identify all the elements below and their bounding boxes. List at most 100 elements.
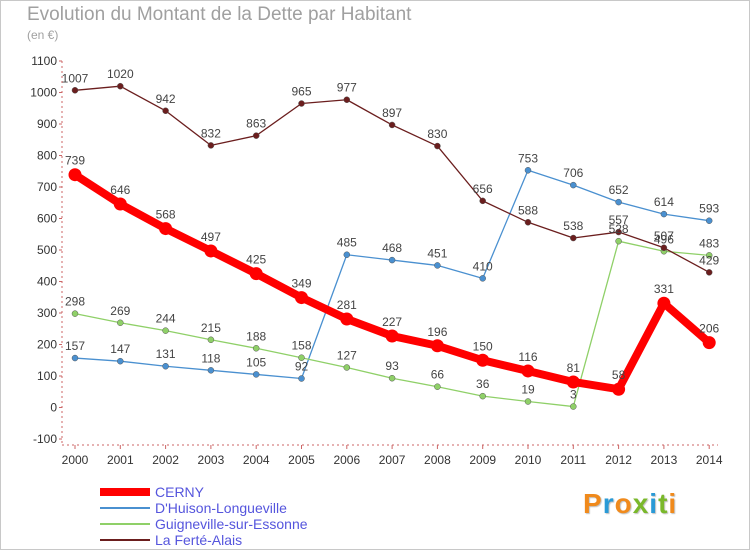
x-tick-label: 2004	[243, 453, 270, 467]
point-cerny	[476, 353, 490, 367]
point-la-ferte-alais	[252, 132, 260, 139]
data-label-d-huison-longueville: 92	[295, 360, 309, 374]
point-cerny	[68, 168, 82, 182]
x-tick-label: 2002	[152, 453, 179, 467]
data-label-guigneville-sur-essonne: 36	[476, 377, 490, 391]
point-cerny	[159, 222, 173, 236]
point-cerny	[566, 375, 580, 389]
data-label-d-huison-longueville: 157	[65, 339, 85, 353]
x-tick-label: 2014	[696, 453, 723, 467]
point-la-ferte-alais	[117, 82, 124, 90]
data-label-guigneville-sur-essonne: 66	[431, 368, 445, 382]
data-label-la-ferte-alais: 1007	[62, 71, 89, 85]
y-tick-label: 600	[37, 212, 57, 226]
point-d-huison-longueville	[434, 262, 441, 269]
legend-label-cerny: CERNY	[155, 484, 205, 500]
data-label-d-huison-longueville: 614	[654, 195, 674, 209]
data-label-guigneville-sur-essonne: 244	[156, 312, 176, 326]
data-label-la-ferte-alais: 832	[201, 126, 221, 140]
point-guigneville-sur-essonne	[434, 383, 441, 390]
data-label-cerny: 281	[337, 298, 357, 312]
x-tick-label: 2012	[605, 453, 632, 467]
point-la-ferte-alais	[705, 269, 713, 276]
data-label-guigneville-sur-essonne: 215	[201, 321, 221, 335]
logo-letter: P	[583, 488, 603, 519]
data-label-guigneville-sur-essonne: 269	[110, 304, 130, 318]
point-la-ferte-alais	[615, 228, 622, 236]
point-guigneville-sur-essonne	[117, 319, 124, 327]
data-label-la-ferte-alais: 830	[427, 127, 447, 141]
data-label-d-huison-longueville: 105	[246, 355, 266, 369]
x-tick-label: 2013	[651, 453, 678, 467]
y-tick-label: -100	[33, 432, 57, 446]
data-label-d-huison-longueville: 753	[518, 151, 538, 165]
data-label-la-ferte-alais: 977	[337, 81, 357, 95]
y-tick-label: 700	[37, 180, 57, 194]
series-guigneville-sur-essonne	[71, 237, 713, 410]
point-d-huison-longueville	[298, 375, 305, 382]
data-label-la-ferte-alais: 942	[156, 92, 176, 106]
point-d-huison-longueville	[570, 181, 577, 189]
point-la-ferte-alais	[434, 142, 441, 150]
point-cerny	[113, 197, 127, 211]
data-label-guigneville-sur-essonne: 93	[385, 359, 399, 373]
data-label-cerny: 425	[246, 253, 266, 267]
point-la-ferte-alais	[570, 234, 577, 242]
point-la-ferte-alais	[660, 244, 668, 252]
point-cerny	[249, 267, 263, 281]
point-cerny	[702, 336, 716, 350]
x-tick-label: 2000	[62, 453, 89, 467]
data-label-la-ferte-alais: 965	[291, 85, 311, 99]
legend-label-guigneville-sur-essonne: Guigneville-sur-Essonne	[155, 516, 308, 532]
point-d-huison-longueville	[162, 362, 169, 370]
data-label-cerny: 349	[291, 277, 311, 291]
x-tick-label: 2007	[379, 453, 406, 467]
y-tick-label: 200	[37, 338, 57, 352]
legend-swatch-guigneville-sur-essonne	[100, 523, 150, 525]
point-d-huison-longueville	[252, 371, 260, 378]
logo-letter: i	[649, 488, 659, 519]
x-tick-label: 2011	[560, 453, 586, 467]
y-tick-label: 1100	[31, 54, 57, 68]
data-label-d-huison-longueville: 468	[382, 241, 402, 255]
legend-label-d-huison-longueville: D'Huison-Longueville	[155, 500, 287, 516]
point-la-ferte-alais	[479, 197, 486, 205]
data-label-cerny: 150	[473, 339, 493, 353]
y-tick-label: 900	[37, 117, 57, 131]
point-guigneville-sur-essonne	[207, 336, 215, 344]
point-guigneville-sur-essonne	[615, 237, 622, 245]
proxiti-logo: Proxiti	[583, 488, 677, 520]
data-label-d-huison-longueville: 451	[427, 246, 447, 260]
chart-axes: -100 0 100 200 300 400 500 600 700 800 900 1000 1100…	[30, 54, 723, 467]
data-label-cerny: 331	[654, 282, 674, 296]
data-label-cerny: 58	[612, 368, 626, 382]
x-tick-label: 2010	[515, 453, 542, 467]
point-d-huison-longueville	[524, 167, 532, 174]
x-tick-label: 2006	[333, 453, 360, 467]
x-tick-label: 2005	[288, 453, 315, 467]
series-d-huison-longueville	[71, 167, 713, 382]
x-tick-label: 2009	[469, 453, 496, 467]
point-la-ferte-alais	[524, 219, 532, 226]
point-cerny	[430, 339, 444, 353]
point-guigneville-sur-essonne	[343, 364, 351, 371]
data-label-la-ferte-alais: 588	[518, 203, 538, 217]
point-guigneville-sur-essonne	[162, 327, 169, 334]
point-d-huison-longueville	[479, 275, 486, 282]
y-tick-label: 0	[50, 401, 57, 415]
point-d-huison-longueville	[705, 217, 713, 224]
x-tick-label: 2003	[198, 453, 225, 467]
point-cerny	[204, 244, 218, 258]
y-tick-label: 500	[37, 243, 57, 257]
point-la-ferte-alais	[298, 100, 305, 107]
data-label-d-huison-longueville: 593	[699, 202, 719, 216]
data-label-d-huison-longueville: 652	[609, 183, 629, 197]
point-la-ferte-alais	[388, 121, 396, 129]
data-label-la-ferte-alais: 557	[609, 213, 629, 227]
y-tick-label: 300	[37, 306, 57, 320]
data-label-la-ferte-alais: 507	[654, 229, 674, 243]
point-cerny	[657, 296, 671, 310]
point-guigneville-sur-essonne	[570, 403, 577, 410]
point-cerny	[340, 312, 354, 326]
